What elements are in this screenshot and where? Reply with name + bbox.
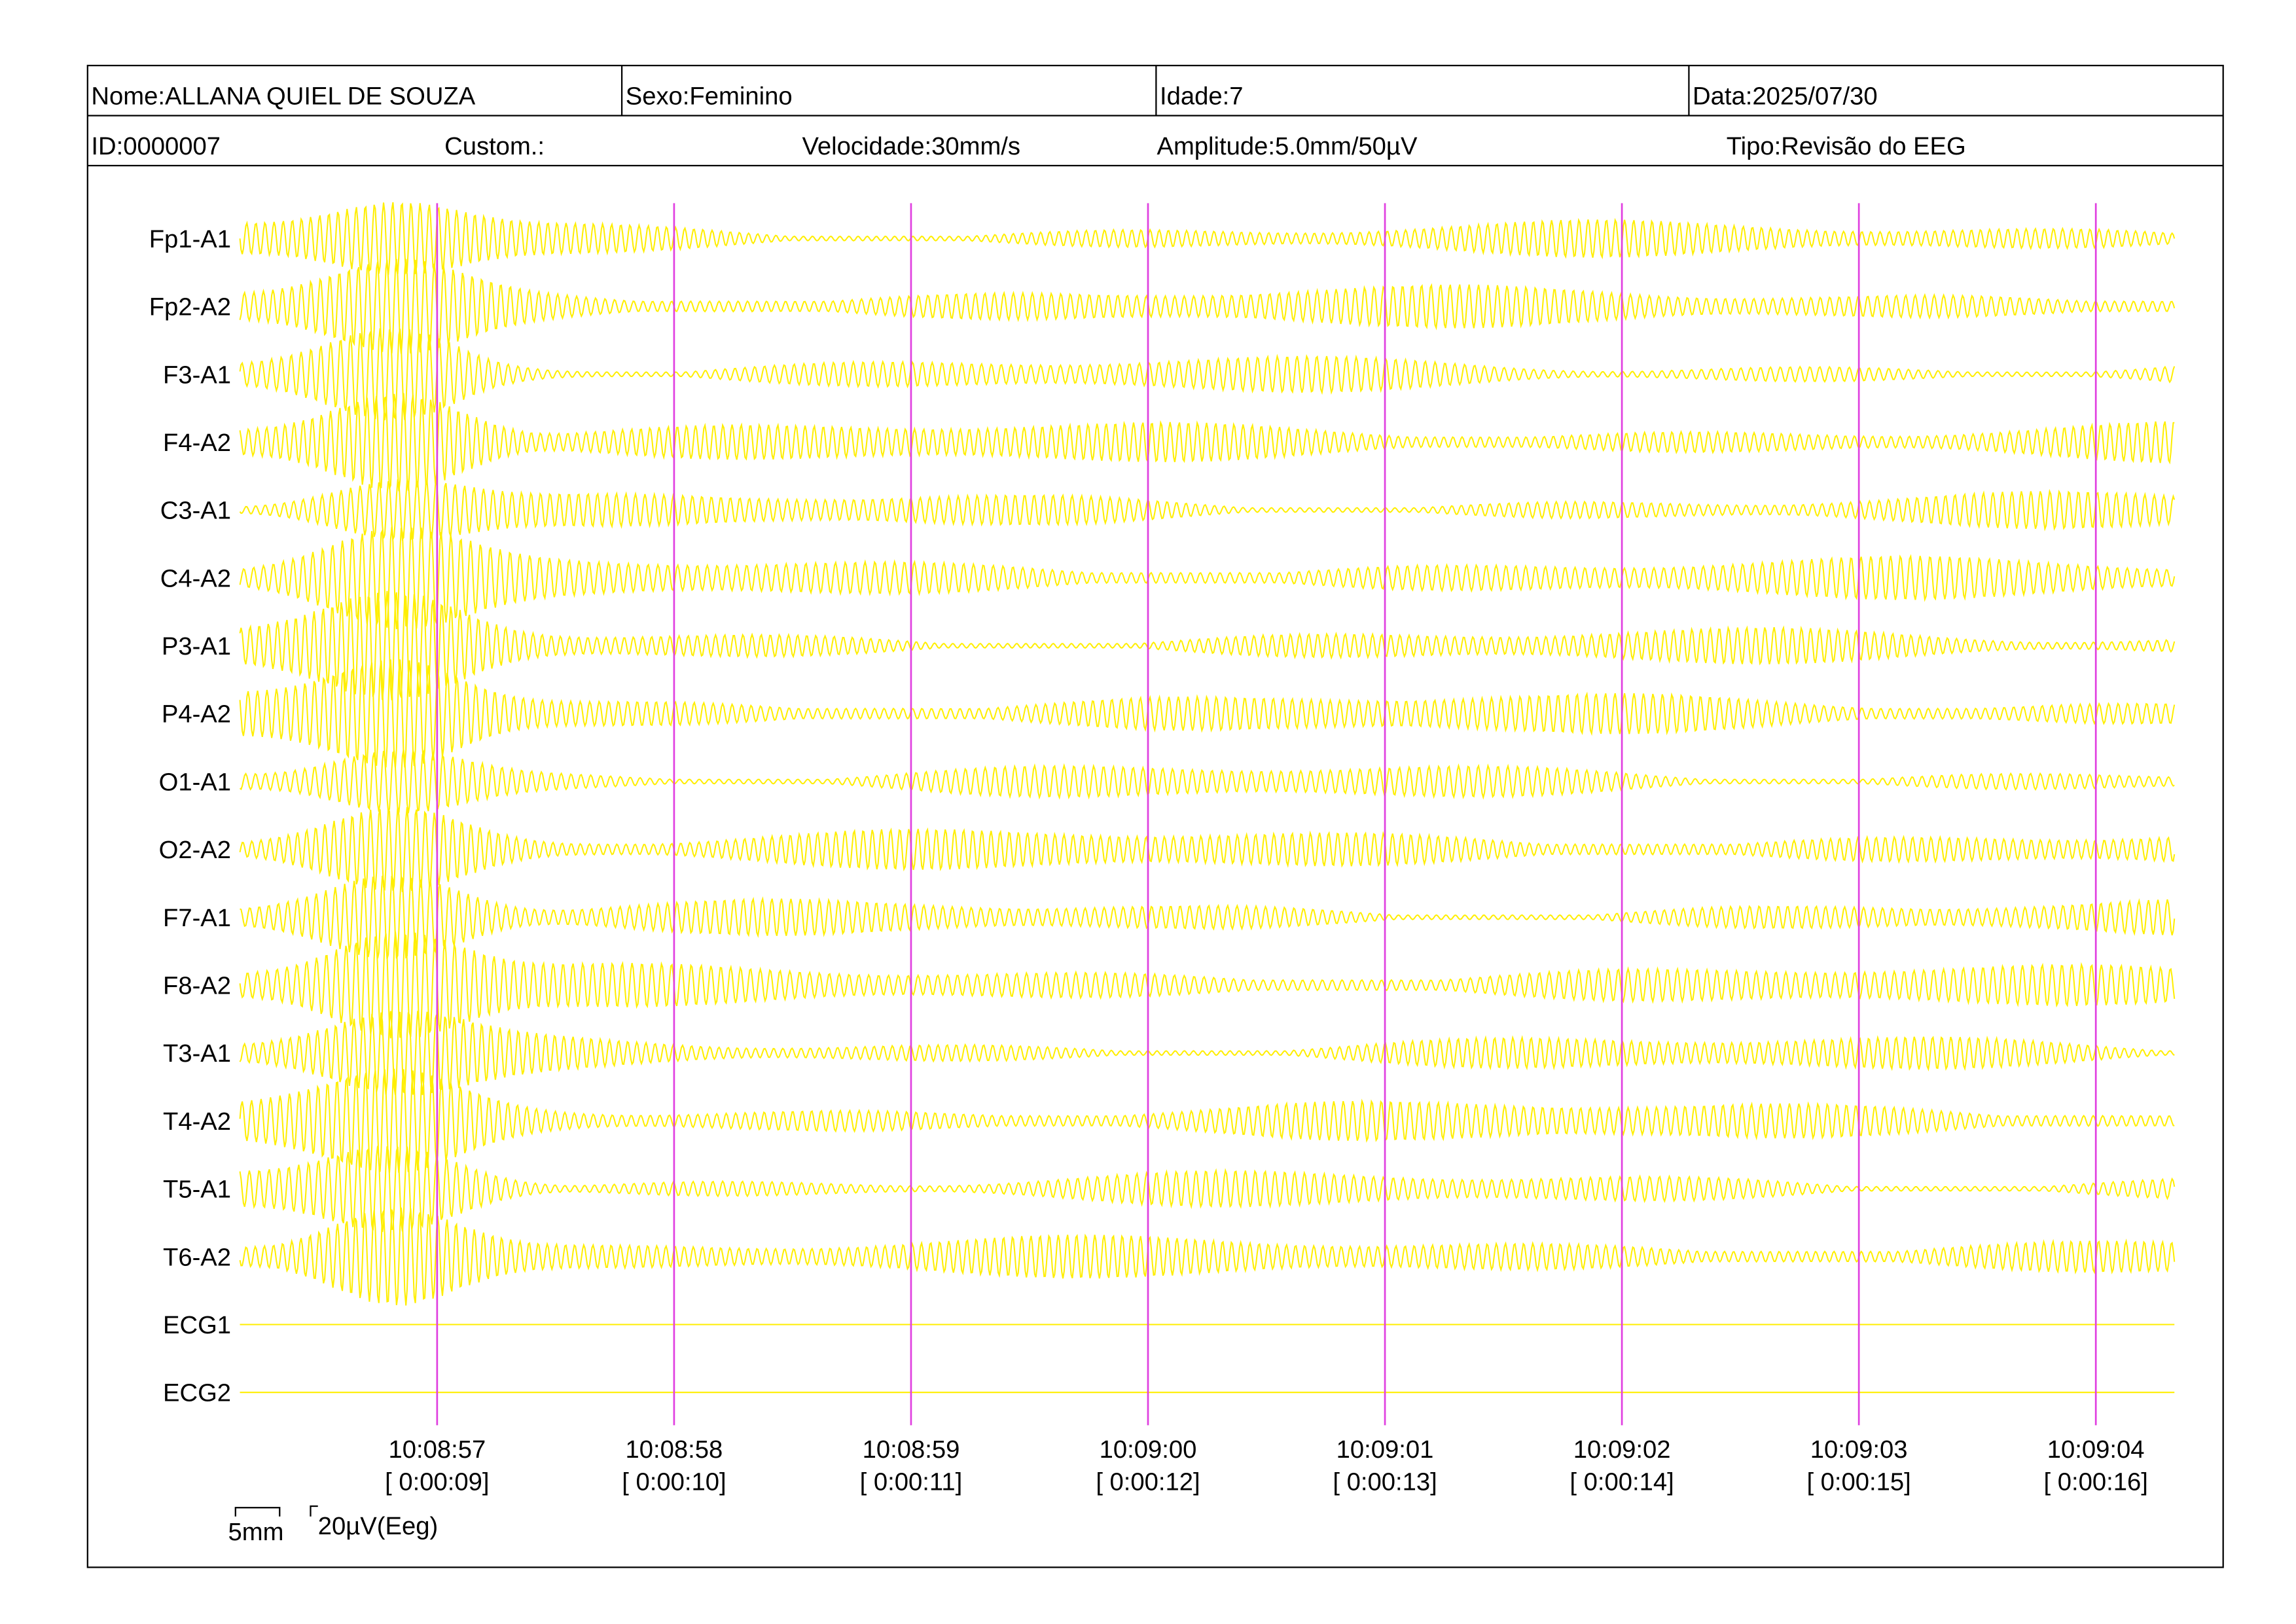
time-elapsed: [ 0:00:12] bbox=[1096, 1468, 1200, 1496]
time-elapsed: [ 0:00:14] bbox=[1570, 1468, 1674, 1496]
patient-sex: Sexo:Feminino bbox=[626, 82, 793, 111]
time-clock: 10:09:02 bbox=[1573, 1435, 1671, 1464]
time-elapsed: [ 0:00:13] bbox=[1333, 1468, 1437, 1496]
patient-age: Idade:7 bbox=[1160, 82, 1243, 111]
channel-label: C4-A2 bbox=[160, 564, 231, 592]
eeg-trace bbox=[239, 202, 2176, 276]
eeg-trace bbox=[239, 1146, 2176, 1233]
channel-label: Fp2-A2 bbox=[149, 293, 231, 321]
channel-label: T3-A1 bbox=[163, 1039, 231, 1068]
amplitude-scale: 20µV(Eeg) bbox=[318, 1512, 438, 1540]
patient-name: Nome:ALLANA QUIEL DE SOUZA bbox=[91, 82, 475, 111]
eeg-trace bbox=[239, 1068, 2175, 1173]
channel-label: F7-A1 bbox=[163, 904, 231, 932]
channel-label: T4-A2 bbox=[163, 1108, 231, 1136]
time-clock: 10:09:00 bbox=[1100, 1435, 1197, 1464]
time-clock: 10:09:03 bbox=[1810, 1435, 1908, 1464]
channel-label: C3-A1 bbox=[160, 497, 231, 525]
eeg-trace bbox=[239, 806, 2176, 892]
eeg-trace bbox=[239, 1011, 2175, 1095]
eeg-trace bbox=[240, 874, 2176, 960]
time-elapsed: [ 0:00:15] bbox=[1806, 1468, 1910, 1496]
speed: Velocidade:30mm/s bbox=[802, 132, 1021, 160]
eeg-trace bbox=[239, 393, 2175, 492]
channel-label: P4-A2 bbox=[162, 700, 231, 729]
time-scale-bar bbox=[234, 1507, 281, 1517]
time-clock: 10:09:04 bbox=[2047, 1435, 2145, 1464]
channel-label: F8-A2 bbox=[163, 972, 231, 1000]
eeg-trace bbox=[239, 590, 2176, 700]
time-scale: 5mm bbox=[228, 1518, 284, 1546]
time-clock: 10:08:59 bbox=[863, 1435, 960, 1464]
amplitude: Amplitude:5.0mm/50µV bbox=[1157, 132, 1417, 160]
time-clock: 10:09:01 bbox=[1336, 1435, 1434, 1464]
patient-id: ID:0000007 bbox=[91, 132, 221, 160]
channel-label: O2-A2 bbox=[159, 836, 231, 864]
eeg-trace bbox=[239, 659, 2176, 768]
eeg-trace bbox=[239, 478, 2176, 542]
amplitude-scale-bar bbox=[310, 1505, 318, 1517]
eeg-trace bbox=[239, 931, 2176, 1039]
channel-label: Fp1-A1 bbox=[149, 225, 231, 253]
channel-label: O1-A1 bbox=[159, 768, 231, 796]
channel-label: P3-A1 bbox=[162, 632, 231, 660]
review-type: Tipo:Revisão do EEG bbox=[1727, 132, 1966, 160]
eeg-trace bbox=[239, 259, 2176, 354]
eeg-trace bbox=[239, 526, 2176, 630]
time-elapsed: [ 0:00:10] bbox=[622, 1468, 726, 1496]
time-elapsed: [ 0:00:16] bbox=[2043, 1468, 2147, 1496]
eeg-trace bbox=[239, 328, 2176, 421]
time-clock: 10:08:58 bbox=[626, 1435, 723, 1464]
channel-label: T6-A2 bbox=[163, 1243, 231, 1271]
eeg-trace bbox=[239, 749, 2175, 814]
custom: Custom.: bbox=[444, 132, 545, 160]
time-elapsed: [ 0:00:09] bbox=[385, 1468, 489, 1496]
channel-label: T5-A1 bbox=[163, 1176, 231, 1204]
time-elapsed: [ 0:00:11] bbox=[860, 1468, 963, 1496]
channel-label: F4-A2 bbox=[163, 429, 231, 457]
channel-label: ECG2 bbox=[163, 1379, 231, 1407]
eeg-trace bbox=[239, 1207, 2176, 1306]
channel-label: ECG1 bbox=[163, 1311, 231, 1339]
time-clock: 10:08:57 bbox=[388, 1435, 486, 1464]
record-date: Data:2025/07/30 bbox=[1693, 82, 1878, 111]
channel-label: F3-A1 bbox=[163, 361, 231, 389]
